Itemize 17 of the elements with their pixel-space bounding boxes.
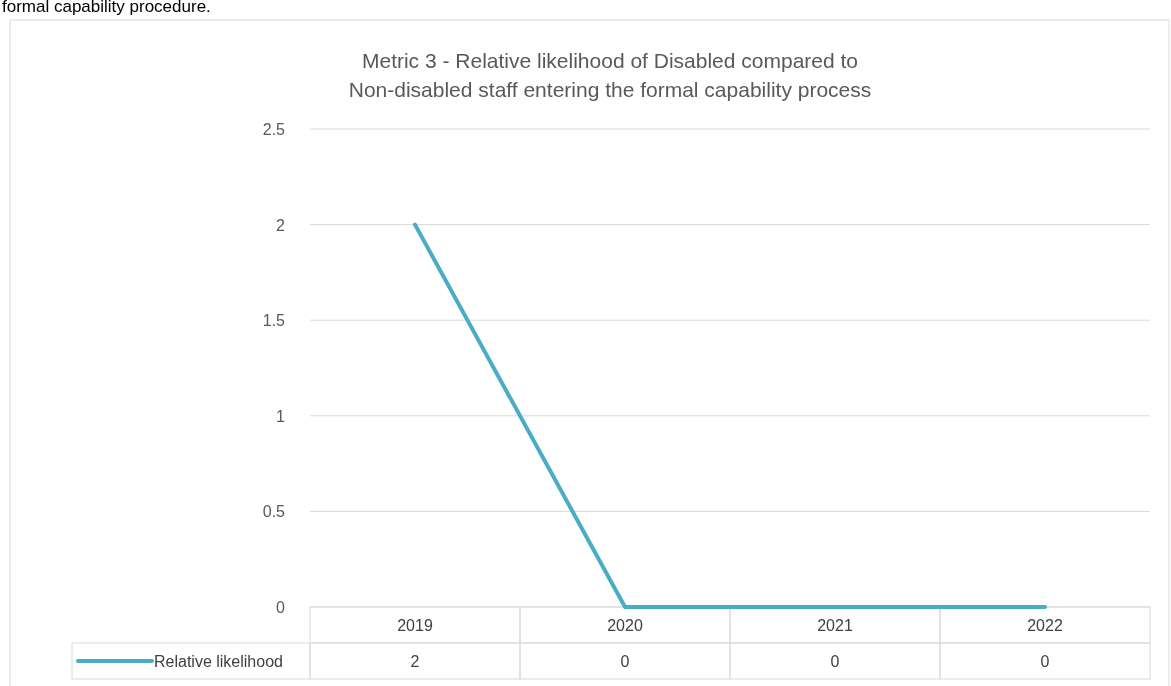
data-label: 2 <box>410 653 420 670</box>
x-tick-label: 2020 <box>607 617 643 634</box>
y-tick-label: 0.5 <box>262 503 286 521</box>
legend-label: Relative likelihood <box>154 653 283 670</box>
data-label: 0 <box>1040 653 1050 670</box>
data-label: 0 <box>830 653 840 670</box>
data-label: 0 <box>620 653 630 670</box>
y-tick-label: 1.5 <box>262 312 286 330</box>
x-tick-label: 2022 <box>1027 617 1063 634</box>
y-tick-label: 1 <box>276 407 286 425</box>
x-tick-label: 2021 <box>817 617 853 634</box>
chart-title: Metric 3 - Relative likelihood of Disabled compared to Non-disabled staff entering the formal capability process <box>348 49 872 101</box>
y-tick-label: 0 <box>276 599 286 616</box>
y-tick-label: 2 <box>276 216 286 234</box>
x-tick-label: 2019 <box>397 617 433 634</box>
text: formal capability procedure. <box>2 0 211 16</box>
y-tick-label: 2.5 <box>262 121 286 138</box>
